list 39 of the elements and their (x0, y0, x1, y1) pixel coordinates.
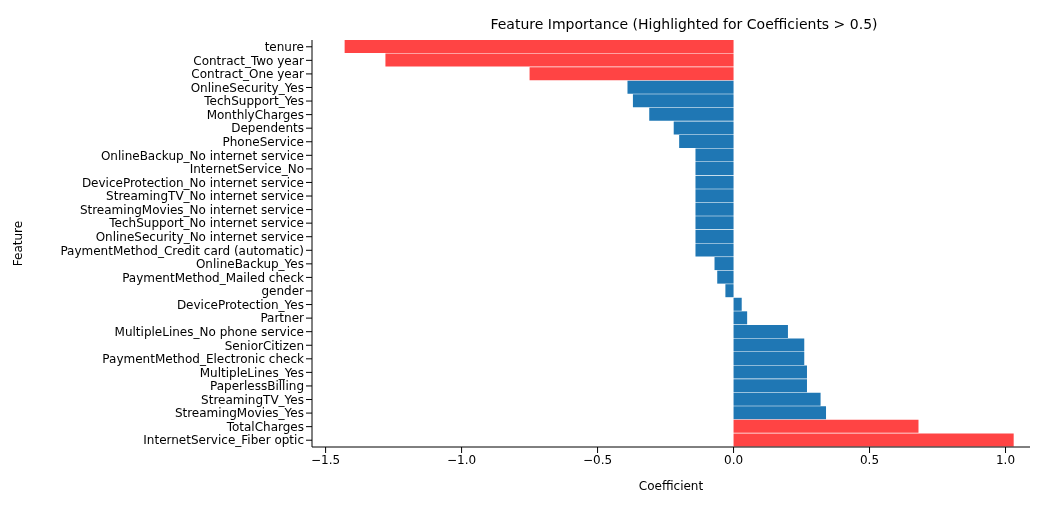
x-tick-label: 0.0 (724, 452, 744, 467)
y-tick-label: Contract_One year (191, 67, 305, 82)
y-tick-label: StreamingTV_Yes (201, 392, 304, 407)
y-tick-label: MonthlyCharges (206, 107, 304, 122)
chart-title: Feature Importance (Highlighted for Coefficients > 0.5) (489, 16, 879, 32)
y-tick-label: InternetService_Fiber optic (143, 433, 304, 448)
y-tick-label: OnlineSecurity_No internet service (95, 229, 304, 244)
x-tick-label: 0.5 (859, 452, 880, 467)
y-tick-label: tenure (264, 40, 304, 55)
y-tick-label: Dependents (231, 121, 304, 136)
x-tick-label: 1.0 (995, 452, 1016, 467)
y-tick-label: SeniorCitizen (224, 338, 304, 353)
y-tick-label: PaperlessBilling (210, 379, 304, 394)
y-tick-label: TechSupport_Yes (203, 94, 304, 109)
y-axis-title: Feature (11, 220, 26, 267)
y-tick-label: PaymentMethod_Electronic check (102, 352, 305, 367)
y-tick-label: DeviceProtection_No internet service (81, 175, 304, 190)
y-tick-label: OnlineSecurity_Yes (190, 80, 304, 95)
y-tick-label: PaymentMethod_Mailed check (122, 270, 305, 285)
y-tick-label: StreamingTV_No internet service (106, 189, 304, 204)
y-tick-label: Partner (260, 311, 305, 326)
y-tick-label: PaymentMethod_Credit card (automatic) (60, 243, 304, 258)
y-tick-label: StreamingMovies_No internet service (79, 202, 304, 217)
y-tick-label: Contract_Two year (193, 53, 305, 68)
y-tick-label: gender (261, 284, 305, 299)
y-tick-label: DeviceProtection_Yes (176, 297, 304, 312)
y-tick-label: TechSupport_No internet service (108, 216, 304, 231)
x-axis-title: Coefficient (638, 479, 704, 493)
y-tick-label: InternetService_No (189, 162, 304, 177)
y-tick-label: OnlineBackup_No internet service (100, 148, 304, 163)
y-tick-label: PhoneService (222, 135, 304, 150)
x-tick-label: −1.0 (447, 452, 477, 467)
y-tick-label: MultipleLines_No phone service (114, 324, 304, 339)
y-tick-label: OnlineBackup_Yes (195, 257, 304, 272)
x-tick-label: −1.5 (311, 452, 341, 467)
y-tick-label: MultipleLines_Yes (199, 365, 304, 380)
y-tick-label: StreamingMovies_Yes (174, 406, 304, 421)
y-tick-label: TotalCharges (225, 419, 304, 434)
x-tick-label: −0.5 (583, 452, 613, 467)
